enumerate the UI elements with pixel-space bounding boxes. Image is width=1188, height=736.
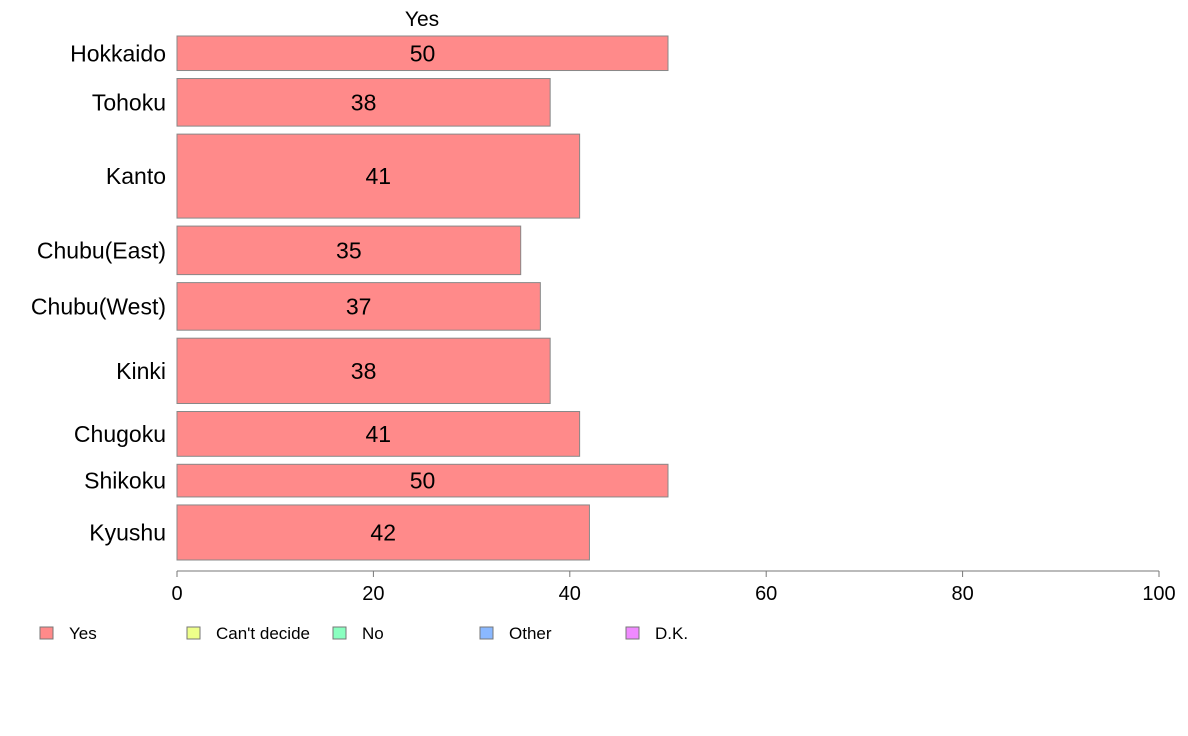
category-label: Chugoku	[74, 421, 166, 447]
bar-chubu-west-	[176, 282, 541, 331]
bars-group: 50 38 41 35 37 38 41 50 42	[176, 35, 669, 561]
bar-kinki	[176, 337, 551, 405]
x-tick-label: 100	[1142, 583, 1175, 605]
legend-label: D.K.	[655, 624, 688, 643]
category-label: Tohoku	[92, 89, 166, 115]
bar-chugoku	[176, 411, 581, 457]
bar-value-label: 37	[346, 293, 372, 319]
category-label: Chubu(West)	[31, 293, 166, 319]
legend-swatch	[39, 626, 54, 640]
bar-chubu-east-	[176, 225, 522, 276]
bar-hokkaido	[176, 35, 669, 72]
legend-swatch	[625, 626, 640, 640]
x-tick-label: 40	[559, 583, 581, 605]
bar-value-label: 41	[366, 163, 392, 189]
bar-value-label: 38	[351, 89, 377, 115]
category-labels: Hokkaido Tohoku Kanto Chubu(East) Chubu(West…	[31, 40, 166, 545]
legend-label: Yes	[69, 624, 97, 643]
category-label: Hokkaido	[70, 40, 166, 66]
x-tick-label: 60	[755, 583, 777, 605]
bar-value-label: 42	[370, 519, 396, 545]
legend-label: Can't decide	[216, 624, 310, 643]
legend-label: No	[362, 624, 384, 643]
x-axis: 0 20 40 60 80 100	[171, 570, 1176, 605]
bar-value-label: 41	[366, 421, 392, 447]
panel-title: Yes	[405, 8, 439, 31]
legend: Yes Can't decide No Other D.K.	[39, 624, 688, 643]
category-label: Kinki	[116, 358, 166, 384]
x-tick-label: 20	[362, 583, 384, 605]
category-label: Kyushu	[89, 519, 166, 545]
bar-shikoku	[176, 463, 669, 498]
category-label: Chubu(East)	[37, 237, 166, 263]
category-label: Kanto	[106, 163, 166, 189]
bar-value-label: 50	[410, 468, 436, 494]
bar-value-label: 38	[351, 358, 377, 384]
x-tick-label: 0	[171, 583, 182, 605]
legend-swatch	[332, 626, 347, 640]
bar-value-label: 50	[410, 40, 436, 66]
bar-kanto	[176, 133, 581, 219]
legend-label: Other	[509, 624, 552, 643]
category-label: Shikoku	[84, 468, 166, 494]
bar-kyushu	[176, 504, 590, 561]
legend-swatch	[186, 626, 201, 640]
x-tick-label: 80	[951, 583, 973, 605]
bar-value-label: 35	[336, 237, 362, 263]
legend-swatch	[479, 626, 494, 640]
bar-tohoku	[176, 78, 551, 127]
